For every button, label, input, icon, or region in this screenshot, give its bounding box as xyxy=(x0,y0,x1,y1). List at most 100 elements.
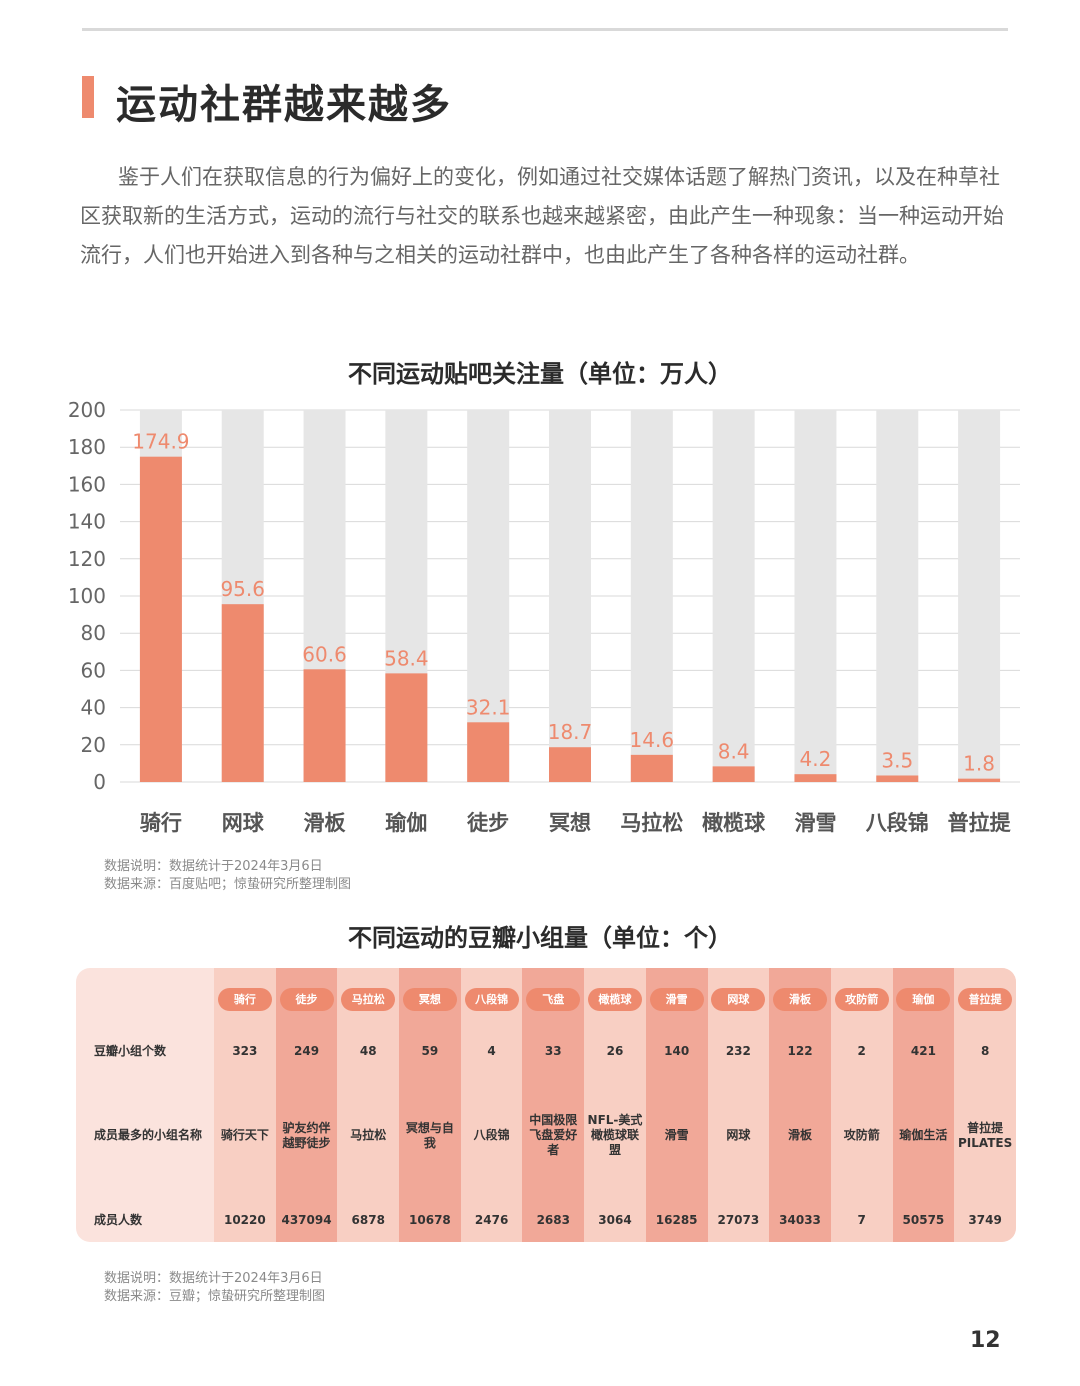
table-cell: 8 xyxy=(954,1030,1016,1073)
table-note-date: 数据说明：数据统计于2024年3月6日 xyxy=(104,1271,323,1286)
y-tick-label: 120 xyxy=(68,547,106,571)
table-row-label: 成员人数 xyxy=(94,1213,143,1228)
table-column-header: 普拉提 xyxy=(954,968,1016,1030)
table-column-header: 马拉松 xyxy=(337,968,400,1030)
table-cell: 50575 xyxy=(892,1199,955,1242)
bar-background xyxy=(794,410,837,782)
bar xyxy=(712,766,755,782)
bar-value-label: 174.9 xyxy=(132,430,189,454)
table-cell: 249 xyxy=(275,1030,338,1073)
table-cell: 中国极限飞盘爱好者 xyxy=(522,1072,585,1200)
table-cell: 马拉松 xyxy=(337,1072,400,1200)
x-category-label: 橄榄球 xyxy=(702,811,766,835)
table-cell: 59 xyxy=(399,1030,461,1073)
table-column-header: 滑板 xyxy=(769,968,831,1030)
column-header-pill: 滑板 xyxy=(773,987,828,1011)
bar-value-label: 58.4 xyxy=(384,646,429,670)
bar xyxy=(794,774,837,782)
table-cell: 2683 xyxy=(522,1199,585,1242)
bar-background xyxy=(958,410,1001,782)
column-header-pill: 徒步 xyxy=(279,987,334,1011)
bar-value-label: 3.5 xyxy=(881,748,913,772)
table-column-header: 网球 xyxy=(707,968,770,1030)
x-category-label: 滑雪 xyxy=(794,811,836,835)
table-column-header: 徒步 xyxy=(275,968,338,1030)
table-cell: 323 xyxy=(214,1030,276,1073)
chart-note-source: 数据来源：百度贴吧；惊蛰研究所整理制图 xyxy=(104,877,352,892)
table-column-header: 冥想 xyxy=(399,968,461,1030)
x-category-label: 徒步 xyxy=(466,811,509,835)
table-cell: 48 xyxy=(337,1030,400,1073)
column-header-pill: 瑜伽 xyxy=(896,987,951,1011)
table-column-header: 飞盘 xyxy=(522,968,585,1030)
table-cell: 3749 xyxy=(954,1199,1016,1242)
bar-value-label: 60.6 xyxy=(302,642,347,666)
table-cell: NFL-美式橄榄球联盟 xyxy=(584,1072,646,1200)
table-note-source: 数据来源：豆瓣；惊蛰研究所整理制图 xyxy=(104,1289,326,1304)
x-category-label: 滑板 xyxy=(304,811,347,835)
table-cell: 八段锦 xyxy=(460,1072,523,1200)
douban-group-table: 骑行 徒步 马拉松 冥想 八段锦 飞盘 橄榄球 滑雪 网球 滑板 攻防箭 瑜伽 普拉提 豆瓣小组个数 323… xyxy=(76,968,1016,1242)
table-cell: 滑板 xyxy=(769,1072,831,1200)
table-cell: 网球 xyxy=(707,1072,770,1200)
y-tick-label: 0 xyxy=(93,770,106,794)
bar-value-label: 4.2 xyxy=(800,747,832,771)
table-column-header: 橄榄球 xyxy=(584,968,646,1030)
bar-value-label: 8.4 xyxy=(718,739,750,763)
y-tick-label: 160 xyxy=(68,472,106,496)
y-tick-label: 20 xyxy=(81,733,106,757)
table-column-header: 骑行 xyxy=(214,968,276,1030)
x-category-label: 网球 xyxy=(222,811,265,835)
bar xyxy=(958,778,1001,782)
table-corner xyxy=(76,968,214,1030)
table-cell: 437094 xyxy=(275,1199,338,1242)
intro-paragraph: 鉴于人们在获取信息的行为偏好上的变化，例如通过社交媒体话题了解热门资讯，以及在种… xyxy=(80,165,1004,267)
table-cell: 普拉提PILATES xyxy=(954,1072,1016,1200)
table-cell: 140 xyxy=(645,1030,708,1073)
table-cell: 3064 xyxy=(584,1199,646,1242)
table-cell: 7 xyxy=(830,1199,893,1242)
table-row: 成员人数 10220 437094 6878 10678 2476 2683 3064 1628… xyxy=(76,1199,1016,1242)
y-tick-label: 200 xyxy=(68,398,106,422)
table-column-header: 攻防箭 xyxy=(830,968,893,1030)
column-header-pill: 橄榄球 xyxy=(587,987,642,1011)
bar xyxy=(385,673,428,782)
table-cell: 10678 xyxy=(399,1199,461,1242)
table-cell: 瑜伽生活 xyxy=(892,1072,955,1200)
table-cell: 26 xyxy=(584,1030,646,1073)
bar-background xyxy=(549,410,591,782)
bar-background xyxy=(876,410,919,782)
x-category-label: 冥想 xyxy=(549,811,591,835)
bar xyxy=(467,722,510,782)
table-cell: 33 xyxy=(522,1030,585,1073)
table-row-label: 豆瓣小组个数 xyxy=(94,1043,167,1058)
y-tick-label: 180 xyxy=(68,435,106,459)
table-cell: 10220 xyxy=(214,1199,276,1242)
bar-value-label: 14.6 xyxy=(630,728,675,752)
page-title: 运动社群越来越多 xyxy=(116,82,452,128)
table-cell: 421 xyxy=(892,1030,955,1073)
bar xyxy=(630,754,673,782)
table-cell: 34033 xyxy=(769,1199,831,1242)
bar-value-label: 32.1 xyxy=(466,695,511,719)
bar-value-label: 95.6 xyxy=(220,577,265,601)
bar-background xyxy=(630,410,673,782)
column-header-pill: 滑雪 xyxy=(649,987,704,1011)
x-category-label: 八段锦 xyxy=(866,811,929,835)
table-cell: 驴友约伴越野徒步 xyxy=(275,1072,338,1200)
bar xyxy=(876,775,919,782)
table-row: 豆瓣小组个数 323 249 48 59 4 33 26 140 232 122 2 421 8 xyxy=(76,1030,1016,1073)
table-column-header: 八段锦 xyxy=(460,968,523,1030)
column-header-pill: 马拉松 xyxy=(341,987,396,1011)
table-cell: 骑行天下 xyxy=(214,1072,276,1200)
table-cell: 232 xyxy=(707,1030,770,1073)
column-header-pill: 普拉提 xyxy=(958,987,1013,1011)
bar-background xyxy=(712,410,755,782)
y-tick-label: 140 xyxy=(68,510,106,534)
bar-value-label: 1.8 xyxy=(963,752,995,776)
table-cell: 冥想与自我 xyxy=(399,1072,461,1200)
bar xyxy=(549,747,591,782)
y-tick-label: 80 xyxy=(81,621,106,645)
table-cell: 6878 xyxy=(337,1199,400,1242)
table-note: 数据说明：数据统计于2024年3月6日 数据来源：豆瓣；惊蛰研究所整理制图 xyxy=(104,1270,325,1306)
